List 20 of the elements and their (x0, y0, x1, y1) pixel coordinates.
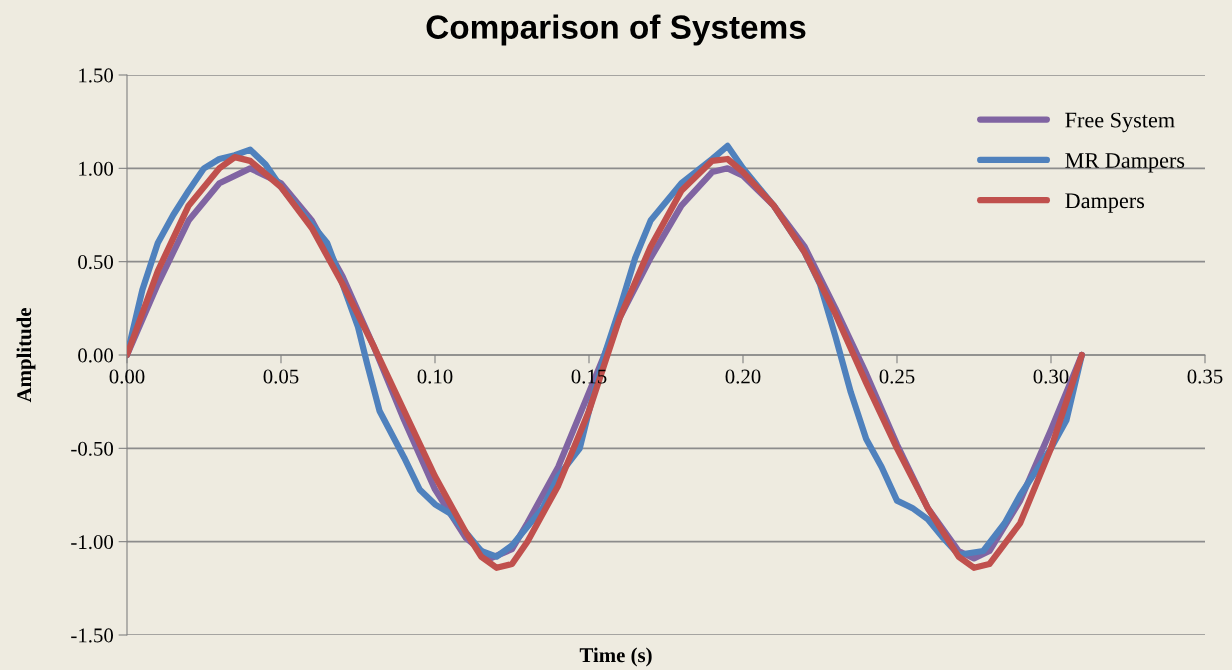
y-tick-label: -0.50 (71, 441, 114, 456)
x-tick-label: 0.05 (263, 369, 299, 384)
legend-label: Free System (1065, 112, 1175, 133)
legend-label: MR Dampers (1065, 153, 1185, 173)
y-axis-title: Amplitude (16, 308, 36, 403)
chart-title: Comparison of Systems (426, 14, 806, 46)
x-tick-label: 0.30 (1033, 369, 1069, 384)
x-tick-label: 0.25 (879, 369, 915, 384)
x-tick-label: 0.35 (1187, 369, 1223, 384)
y-tick-label: 0.50 (78, 255, 114, 270)
y-tick-label: -1.50 (71, 628, 114, 643)
y-tick-label: 1.00 (79, 161, 114, 176)
x-tick-label: 0.00 (109, 369, 145, 384)
y-tick-label: 1.50 (79, 68, 114, 83)
y-tick-label: -1.00 (71, 535, 114, 550)
x-axis-title: Time (s) (579, 647, 652, 667)
legend-label: Dampers (1065, 193, 1145, 213)
x-tick-label: 0.20 (725, 369, 761, 384)
x-tick-label: 0.10 (417, 369, 453, 384)
y-tick-label: 0.00 (78, 348, 114, 363)
